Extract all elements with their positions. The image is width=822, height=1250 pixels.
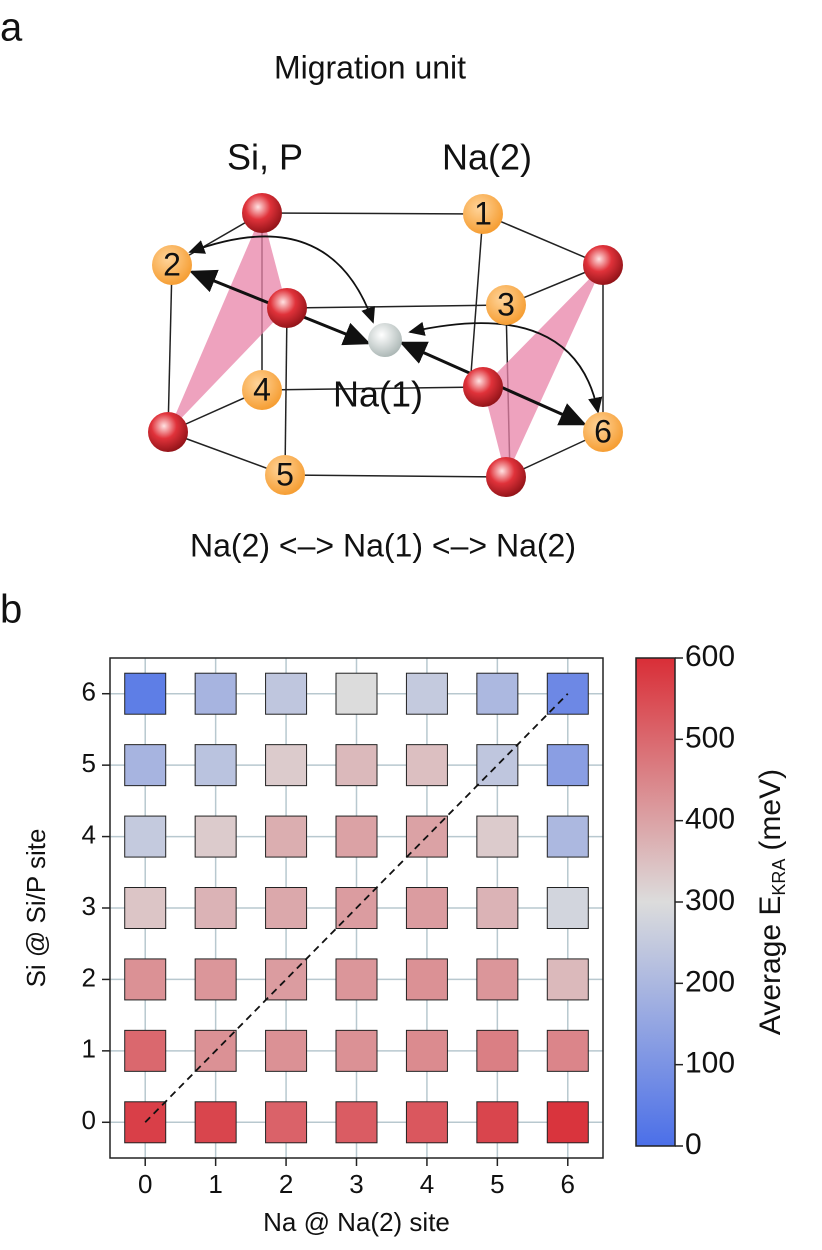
cell [546, 815, 589, 858]
group-label: Si, P [227, 137, 303, 178]
site-label: 3 [497, 286, 515, 322]
cell [335, 958, 378, 1001]
colorbar-tick-label: 400 [685, 803, 735, 836]
cell [265, 1029, 308, 1072]
cell [265, 744, 308, 787]
y-tick-label: 5 [82, 748, 96, 778]
y-tick-label: 2 [82, 962, 96, 992]
cell [476, 1029, 519, 1072]
cell [546, 887, 589, 929]
cell [476, 815, 519, 858]
y-axis-label: Si @ Si/P site [21, 829, 51, 988]
cell [405, 958, 448, 1001]
cell [194, 1101, 237, 1144]
cell [124, 958, 167, 1001]
colorbar-tick-label: 600 [685, 640, 735, 673]
cell [476, 1101, 519, 1144]
x-tick-label: 4 [420, 1169, 434, 1199]
y-tick-label: 0 [82, 1105, 96, 1135]
cell [194, 672, 237, 715]
x-tick-label: 6 [561, 1169, 575, 1199]
cell [546, 1101, 589, 1144]
cell [124, 672, 167, 715]
cell [124, 887, 167, 929]
cell [546, 1029, 589, 1072]
cell [476, 887, 519, 929]
cell [265, 815, 308, 858]
site-label: 2 [163, 246, 181, 282]
panel-label: a [0, 6, 23, 50]
colorbar-tick-label: 100 [685, 1047, 735, 1080]
y-tick-label: 3 [82, 891, 96, 921]
cell [476, 672, 519, 715]
atoms [148, 193, 623, 497]
cell [335, 1101, 378, 1144]
cell [405, 672, 448, 715]
colorbar-tick-label: 0 [685, 1128, 702, 1161]
site-label: 4 [253, 371, 271, 407]
cell [194, 744, 237, 787]
colorbar-tick-label: 500 [685, 721, 735, 754]
group-label: Na(2) [442, 137, 532, 178]
cell [124, 1029, 167, 1072]
x-tick-label: 3 [349, 1169, 363, 1199]
colorbar [635, 657, 676, 1147]
x-axis-label: Na @ Na(2) site [263, 1207, 450, 1237]
diagram-title: Migration unit [274, 49, 466, 85]
site-label: 6 [594, 413, 612, 449]
cell [265, 1101, 308, 1144]
y-tick-label: 4 [82, 819, 96, 849]
caption: Na(2) <–> Na(1) <–> Na(2) [190, 527, 576, 563]
colorbar-label: Average EKRA (meV) [754, 769, 789, 1035]
cell [265, 672, 308, 715]
y-tick-label: 6 [82, 677, 96, 707]
colorbar-label-part: (meV) [754, 769, 787, 851]
cell [405, 744, 448, 787]
cell [546, 958, 589, 1001]
cell [124, 744, 167, 787]
x-tick-label: 0 [138, 1169, 152, 1199]
site-label: 5 [276, 456, 294, 492]
cell [265, 887, 308, 929]
cell [476, 958, 519, 1001]
x-tick-label: 1 [208, 1169, 222, 1199]
colorbar-tick-label: 300 [685, 884, 735, 917]
cell [405, 887, 448, 929]
colorbar-label-part: KRA [769, 859, 789, 896]
diagonal [144, 693, 569, 1123]
cell [405, 1101, 448, 1144]
cell [194, 815, 237, 858]
cell [124, 815, 167, 858]
cell [335, 744, 378, 787]
cell [335, 815, 378, 858]
x-tick-label: 5 [490, 1169, 504, 1199]
cell [194, 958, 237, 1001]
cell [335, 672, 378, 715]
cell [405, 1029, 448, 1072]
site-label: 1 [474, 195, 492, 231]
cell [546, 744, 589, 787]
colorbar-tick-label: 200 [685, 965, 735, 998]
x-tick-label: 2 [279, 1169, 293, 1199]
cell [335, 1029, 378, 1072]
y-tick-label: 1 [82, 1034, 96, 1064]
cell [194, 887, 237, 929]
colorbar-label-part: Average E [754, 896, 787, 1036]
center-label: Na(1) [333, 374, 423, 415]
panel-label: b [0, 588, 22, 632]
